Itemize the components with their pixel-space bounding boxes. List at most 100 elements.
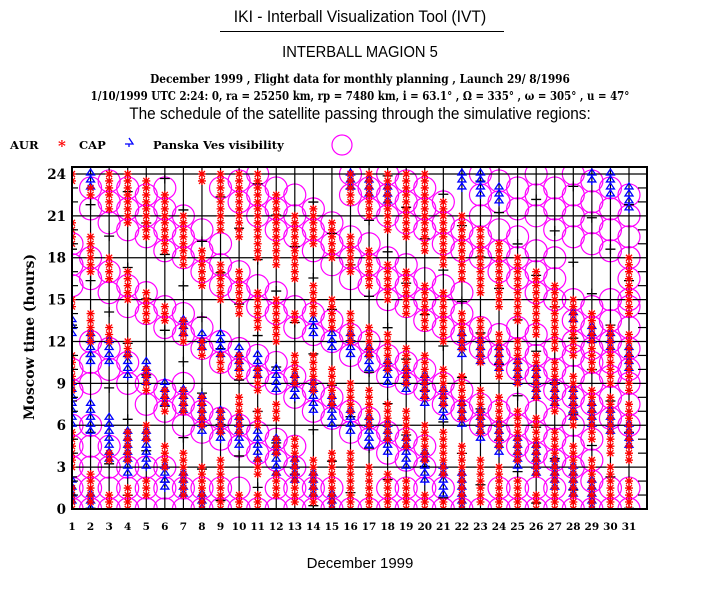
aur-asterisk-marker [216,484,225,493]
aur-asterisk-marker [606,323,615,332]
cap-diamond-marker [345,419,356,430]
cap-diamond-marker [122,460,133,472]
aur-asterisk-marker [402,232,411,241]
x-tick-label: 29 [585,521,600,533]
aur-asterisk-marker [272,414,281,423]
orbit-plus-marker [104,382,115,393]
cap-diamond-marker [103,412,115,423]
orbit-plus-marker [104,231,115,242]
aur-asterisk-marker [625,330,633,339]
aur-asterisk-marker [105,197,114,206]
cap-diamond-marker [252,433,263,444]
aur-asterisk-marker [160,232,169,241]
aur-asterisk-marker [272,232,281,241]
aur-asterisk-marker [123,428,132,437]
aur-asterisk-marker [272,400,281,409]
aur-asterisk-marker [476,330,485,339]
aur-asterisk-marker [235,190,244,199]
aur-asterisk-marker [550,358,559,367]
aur-asterisk-marker [457,330,466,339]
aur-asterisk-marker [253,407,262,416]
aur-asterisk-marker [532,491,541,500]
aur-asterisk-marker [476,323,485,332]
y-tick-label: 9 [57,376,66,392]
cap-diamond-marker [438,405,449,416]
aur-asterisk-marker [587,407,596,416]
aur-asterisk-marker [439,197,448,206]
aur-asterisk-marker [495,246,504,255]
aur-asterisk-marker [346,190,355,199]
aur-asterisk-marker [606,379,615,388]
aur-asterisk-marker [625,442,633,451]
aur-asterisk-marker [625,302,633,311]
aur-asterisk-marker [495,463,504,472]
aur-asterisk-marker [235,225,244,234]
aur-asterisk-marker [476,239,485,248]
aur-asterisk-marker [346,400,355,409]
aur-asterisk-marker [179,253,188,262]
aur-asterisk-marker [346,456,355,465]
aur-asterisk-marker [179,449,188,458]
aur-asterisk-marker [402,351,411,360]
aur-asterisk-marker [290,477,299,486]
aur-asterisk-marker [420,197,429,206]
aur-asterisk-marker [327,225,336,234]
aur-asterisk-marker [402,365,411,374]
aur-asterisk-marker [142,232,151,241]
aur-asterisk-marker [272,302,281,311]
aur-asterisk-marker [216,183,225,192]
aur-asterisk-marker [309,309,318,318]
aur-asterisk-marker [253,169,262,178]
cap-diamond-marker [72,405,78,416]
aur-asterisk-marker [587,393,596,402]
aur-asterisk-marker [625,281,633,290]
cap-diamond-marker [456,181,468,192]
aur-asterisk-marker [587,386,596,395]
aur-asterisk-marker [532,288,541,297]
aur-asterisk-marker [569,449,578,458]
cap-diamond-marker [233,433,245,444]
aur-asterisk-marker [160,204,169,213]
visibility-circle [72,253,84,277]
aur-asterisk-marker [402,428,411,437]
orbit-plus-marker [85,275,96,286]
aur-asterisk-marker [123,435,132,444]
aur-asterisk-marker [476,358,485,367]
aur-asterisk-marker [495,442,504,451]
aur-asterisk-marker [179,386,188,395]
aur-asterisk-marker [495,239,504,248]
aur-asterisk-marker [365,337,374,346]
aur-asterisk-marker [532,316,541,325]
aur-asterisk-marker [383,267,392,276]
aur-asterisk-marker [290,246,299,255]
aur-asterisk-marker [457,316,466,325]
cap-diamond-marker [85,405,96,416]
aur-asterisk-marker [197,414,206,423]
aur-asterisk-marker [142,218,151,227]
aur-asterisk-marker [457,372,466,381]
aur-asterisk-marker [272,225,281,234]
cap-diamond-marker [363,440,375,451]
aur-asterisk-marker [439,393,448,402]
aur-asterisk-marker [625,365,633,374]
aur-asterisk-marker [457,323,466,332]
aur-asterisk-marker [587,498,596,507]
aur-asterisk-marker [197,281,206,290]
aur-asterisk-marker [290,211,299,220]
aur-asterisk-marker [420,309,429,318]
aur-asterisk-marker [402,344,411,353]
aur-asterisk-marker [439,428,448,437]
aur-asterisk-marker [327,323,336,332]
aur-asterisk-marker [402,204,411,213]
x-tick-label: 12 [269,521,284,533]
aur-asterisk-marker [439,463,448,472]
aur-asterisk-marker [86,246,95,255]
aur-asterisk-marker [569,484,578,493]
aur-asterisk-marker [160,316,169,325]
cap-diamond-marker [363,356,375,367]
aur-asterisk-marker [290,253,299,262]
aur-asterisk-marker [420,421,429,430]
aur-asterisk-marker [513,365,522,374]
aur-asterisk-marker [495,344,504,353]
aur-asterisk-marker [439,232,448,241]
